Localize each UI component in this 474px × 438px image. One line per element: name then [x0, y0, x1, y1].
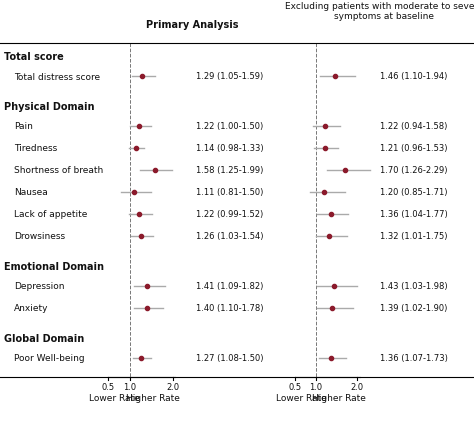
Text: Emotional Domain: Emotional Domain — [4, 261, 104, 272]
Text: Global Domain: Global Domain — [4, 333, 84, 343]
Text: 1.58 (1.25-1.99): 1.58 (1.25-1.99) — [196, 166, 264, 175]
Text: Drowsiness: Drowsiness — [14, 232, 65, 241]
Text: Higher Rate: Higher Rate — [127, 393, 180, 402]
Text: Physical Domain: Physical Domain — [4, 102, 94, 112]
Text: Lower Rate: Lower Rate — [276, 393, 327, 402]
Text: 1.11 (0.81-1.50): 1.11 (0.81-1.50) — [196, 188, 264, 197]
Text: Anxiety: Anxiety — [14, 304, 48, 313]
Text: Primary Analysis: Primary Analysis — [146, 20, 238, 30]
Text: 1.40 (1.10-1.78): 1.40 (1.10-1.78) — [196, 304, 264, 313]
Text: 1.14 (0.98-1.33): 1.14 (0.98-1.33) — [196, 144, 264, 153]
Text: 1.29 (1.05-1.59): 1.29 (1.05-1.59) — [196, 72, 263, 81]
Text: Total distress score: Total distress score — [14, 72, 100, 81]
Text: Excluding patients with moderate to severe
symptoms at baseline: Excluding patients with moderate to seve… — [285, 2, 474, 21]
Text: 1.22 (1.00-1.50): 1.22 (1.00-1.50) — [196, 122, 263, 131]
Text: Tiredness: Tiredness — [14, 144, 57, 153]
Text: 1.27 (1.08-1.50): 1.27 (1.08-1.50) — [196, 354, 264, 363]
Text: Lack of appetite: Lack of appetite — [14, 210, 87, 219]
Text: 2.0: 2.0 — [351, 382, 364, 391]
Text: Pain: Pain — [14, 122, 33, 131]
Text: Nausea: Nausea — [14, 188, 48, 197]
Text: 1.0: 1.0 — [309, 382, 322, 391]
Text: 1.22 (0.94-1.58): 1.22 (0.94-1.58) — [380, 122, 447, 131]
Text: 1.22 (0.99-1.52): 1.22 (0.99-1.52) — [196, 210, 263, 219]
Text: 0.5: 0.5 — [101, 382, 115, 391]
Text: 1.39 (1.02-1.90): 1.39 (1.02-1.90) — [380, 304, 447, 313]
Text: 1.46 (1.10-1.94): 1.46 (1.10-1.94) — [380, 72, 447, 81]
Text: Lower Rate: Lower Rate — [89, 393, 140, 402]
Text: 1.26 (1.03-1.54): 1.26 (1.03-1.54) — [196, 232, 264, 241]
Text: 2.0: 2.0 — [166, 382, 180, 391]
Text: 1.43 (1.03-1.98): 1.43 (1.03-1.98) — [380, 282, 447, 291]
Text: Shortness of breath: Shortness of breath — [14, 166, 103, 175]
Text: 1.0: 1.0 — [123, 382, 136, 391]
Text: Depression: Depression — [14, 282, 64, 291]
Text: Higher Rate: Higher Rate — [312, 393, 365, 402]
Text: 1.36 (1.07-1.73): 1.36 (1.07-1.73) — [380, 354, 448, 363]
Text: 1.36 (1.04-1.77): 1.36 (1.04-1.77) — [380, 210, 448, 219]
Text: 0.5: 0.5 — [289, 382, 301, 391]
Text: 1.21 (0.96-1.53): 1.21 (0.96-1.53) — [380, 144, 447, 153]
Text: Poor Well-being: Poor Well-being — [14, 354, 85, 363]
Text: 1.20 (0.85-1.71): 1.20 (0.85-1.71) — [380, 188, 447, 197]
Text: 1.32 (1.01-1.75): 1.32 (1.01-1.75) — [380, 232, 447, 241]
Text: 1.70 (1.26-2.29): 1.70 (1.26-2.29) — [380, 166, 447, 175]
Text: 1.41 (1.09-1.82): 1.41 (1.09-1.82) — [196, 282, 264, 291]
Text: Total score: Total score — [4, 52, 64, 62]
